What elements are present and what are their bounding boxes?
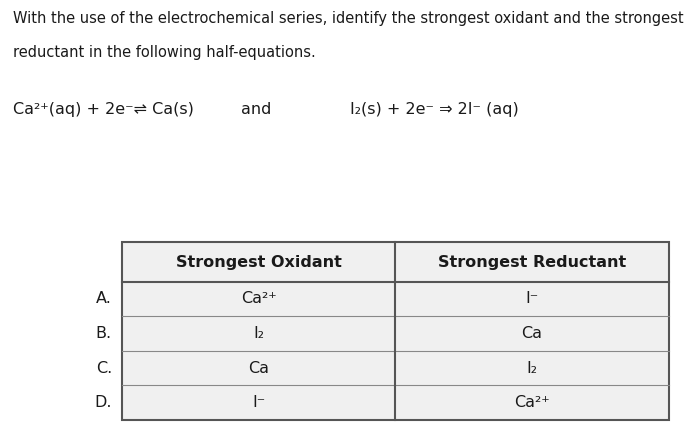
Text: Ca²⁺: Ca²⁺ bbox=[241, 291, 277, 306]
Text: Strongest Reductant: Strongest Reductant bbox=[438, 255, 626, 269]
Text: I⁻: I⁻ bbox=[253, 395, 265, 410]
Text: I₂: I₂ bbox=[526, 361, 538, 375]
Text: C.: C. bbox=[96, 361, 112, 375]
Text: and: and bbox=[241, 102, 272, 117]
Text: I₂: I₂ bbox=[253, 326, 265, 341]
Text: Ca: Ca bbox=[248, 361, 270, 375]
Text: Ca: Ca bbox=[522, 326, 542, 341]
Text: Ca²⁺(aq) + 2e⁻⇌ Ca(s): Ca²⁺(aq) + 2e⁻⇌ Ca(s) bbox=[13, 102, 193, 117]
Text: B.: B. bbox=[96, 326, 112, 341]
Text: A.: A. bbox=[96, 291, 112, 306]
Text: I₂(s) + 2e⁻ ⇒ 2I⁻ (aq): I₂(s) + 2e⁻ ⇒ 2I⁻ (aq) bbox=[350, 102, 519, 117]
Text: Strongest Oxidant: Strongest Oxidant bbox=[176, 255, 342, 269]
Text: I⁻: I⁻ bbox=[526, 291, 538, 306]
Text: Ca²⁺: Ca²⁺ bbox=[514, 395, 550, 410]
Text: reductant in the following half-equations.: reductant in the following half-equation… bbox=[13, 45, 315, 61]
Text: With the use of the electrochemical series, identify the strongest oxidant and t: With the use of the electrochemical seri… bbox=[13, 11, 683, 26]
FancyBboxPatch shape bbox=[122, 242, 668, 420]
Text: D.: D. bbox=[94, 395, 112, 410]
